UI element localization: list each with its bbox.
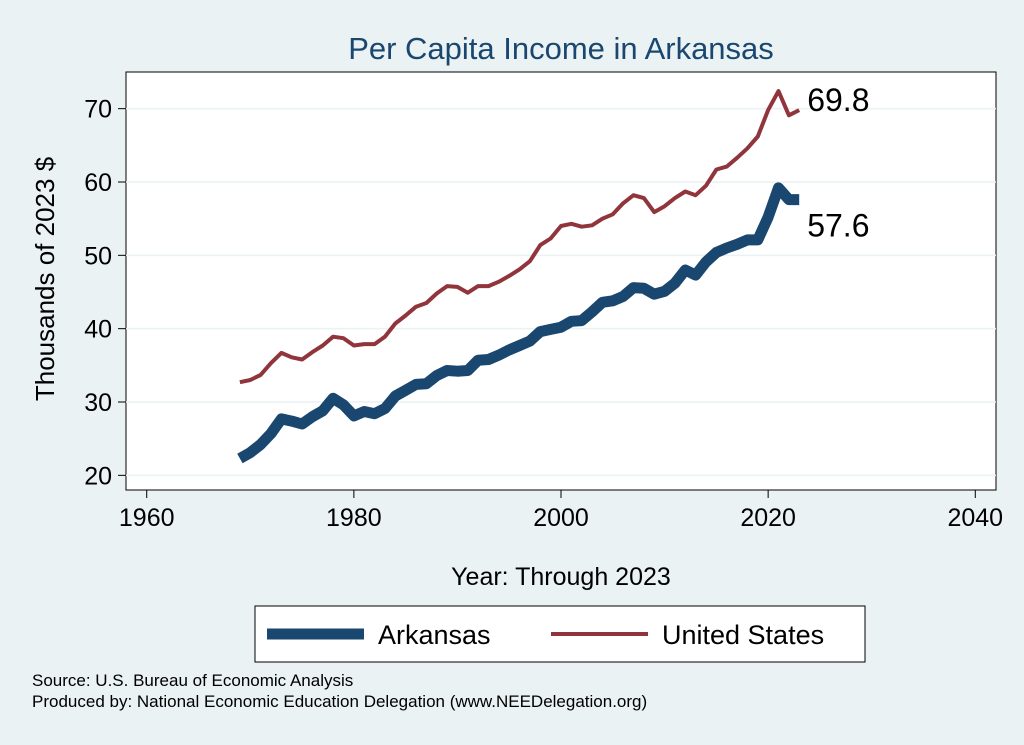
end-label-arkansas: 57.6 [807, 208, 869, 244]
x-tick-label: 1980 [326, 504, 382, 532]
end-label-united-states: 69.8 [807, 82, 869, 118]
y-tick-label: 70 [84, 96, 112, 124]
y-tick-label: 40 [84, 316, 112, 344]
legend-label-united-states: United States [662, 620, 824, 650]
x-axis-label: Year: Through 2023 [451, 563, 671, 591]
series-lines [237, 89, 801, 464]
x-tick-label: 1960 [119, 504, 175, 532]
chart-title: Per Capita Income in Arkansas [348, 31, 774, 66]
x-tick-label: 2040 [947, 504, 1003, 532]
series-line-united-states [239, 89, 801, 385]
x-axis-ticks: 1960 1980 2000 2020 2040 [119, 490, 1003, 532]
y-axis-ticks: 20 30 40 50 60 70 [84, 96, 126, 490]
produced-by-note: Produced by: National Economic Education… [32, 692, 648, 711]
y-tick-label: 20 [84, 462, 112, 490]
x-tick-label: 2000 [533, 504, 589, 532]
plot-area [125, 71, 997, 491]
y-tick-label: 30 [84, 389, 112, 417]
source-note: Source: U.S. Bureau of Economic Analysis [32, 671, 354, 690]
y-axis-label: Thousands of 2023 $ [30, 156, 60, 401]
y-tick-label: 50 [84, 242, 112, 270]
y-tick-label: 60 [84, 169, 112, 197]
end-labels: 57.6 69.8 [807, 82, 869, 243]
series-line-arkansas [237, 182, 800, 464]
x-tick-label: 2020 [740, 504, 796, 532]
legend-label-arkansas: Arkansas [378, 620, 491, 650]
